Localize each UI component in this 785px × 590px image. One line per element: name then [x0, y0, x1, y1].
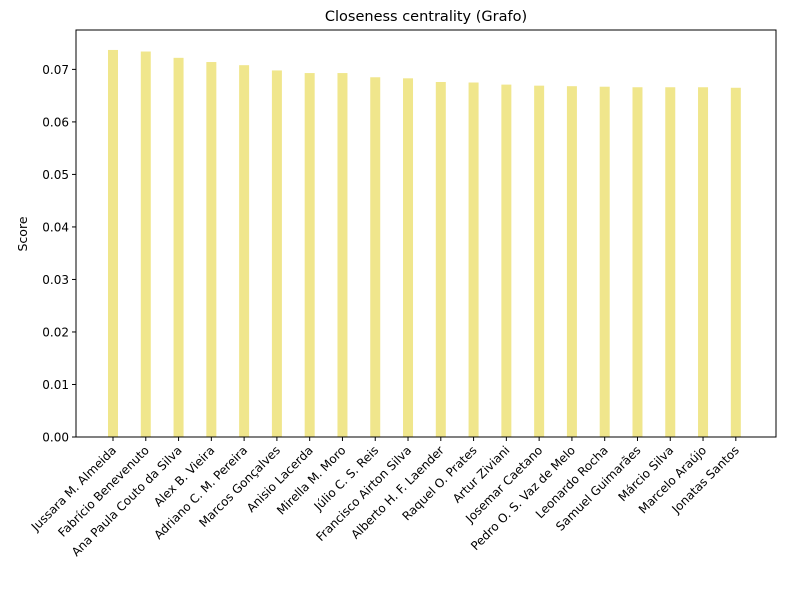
y-axis: 0.00 0.01 0.02 0.03 0.04 0.05 0.06 0.07: [42, 63, 76, 445]
bar: [698, 87, 709, 437]
chart-title: Closeness centrality (Grafo): [325, 9, 527, 25]
y-tick-label: 0.01: [42, 378, 69, 392]
bar: [370, 77, 381, 437]
bar: [337, 73, 348, 437]
bar: [108, 49, 118, 438]
y-axis-label: Score: [15, 216, 30, 251]
bar: [665, 87, 676, 437]
bar: [239, 65, 250, 438]
bar: [730, 87, 741, 438]
y-tick-label: 0.04: [42, 220, 69, 234]
y-tick-label: 0.07: [42, 63, 69, 77]
bar: [468, 82, 479, 438]
y-tick-label: 0.03: [42, 273, 69, 287]
bar: [140, 51, 151, 437]
bar: [206, 62, 217, 437]
y-tick-label: 0.05: [42, 168, 69, 182]
bar: [271, 70, 282, 438]
y-tick-label: 0.00: [42, 431, 69, 445]
plot-frame: [75, 29, 777, 438]
bars-group: [108, 49, 741, 438]
bar: [632, 87, 643, 437]
bar: [173, 57, 184, 437]
y-tick-label: 0.06: [42, 115, 69, 129]
bar: [435, 81, 446, 437]
bar: [501, 84, 512, 438]
bar: [304, 73, 315, 437]
bar: [599, 86, 610, 438]
y-tick-label: 0.02: [42, 325, 69, 339]
bar: [403, 78, 414, 437]
bar: [566, 86, 577, 437]
bar: [534, 85, 545, 437]
